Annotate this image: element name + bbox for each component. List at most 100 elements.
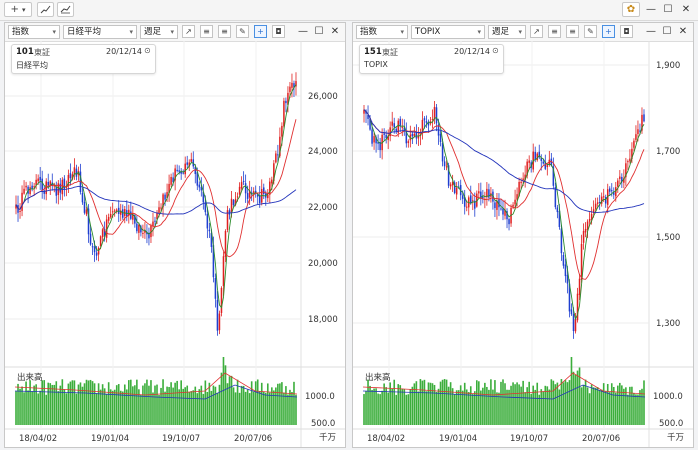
volume-bar <box>144 383 146 425</box>
settings-button[interactable]: ✿ <box>622 2 640 17</box>
candle-body <box>87 208 90 235</box>
volume-bar <box>506 389 508 425</box>
candle-body <box>69 173 72 179</box>
candle-body <box>540 158 543 161</box>
volume-bar <box>562 382 565 425</box>
crosshair-button[interactable]: + <box>602 25 615 38</box>
app-minimize-button[interactable]: — <box>645 3 657 16</box>
volume-bar <box>148 385 150 425</box>
volume-bar <box>234 392 237 425</box>
x-axis-tick-label: 19/10/07 <box>510 434 548 444</box>
expand-button[interactable]: ↗ <box>530 25 543 38</box>
volume-bar <box>637 394 639 425</box>
candle-body <box>385 134 387 139</box>
volume-title: 出来高 <box>17 372 43 383</box>
volume-bar <box>421 380 424 425</box>
price-chart[interactable]: 26,000 24,000 22,000 20,000 18,000 出来高 1000.0 5… <box>5 41 345 447</box>
type-select[interactable]: 指数 ▾ <box>8 25 60 39</box>
volume-bar <box>166 386 168 425</box>
app-close-button[interactable]: ✕ <box>680 3 692 16</box>
date-label: 20/12/14 <box>106 47 142 56</box>
volume-bar <box>53 384 56 425</box>
window-minimize-button[interactable]: — <box>645 25 657 38</box>
volume-bar <box>365 390 367 425</box>
candle-body <box>109 213 112 218</box>
app-maximize-button[interactable]: ☐ <box>662 3 674 16</box>
candle-body <box>590 214 593 221</box>
chevron-down-icon: ▾ <box>400 28 404 36</box>
candle-body <box>148 232 150 239</box>
chart-compare-button[interactable] <box>57 2 74 17</box>
candle-body <box>200 187 203 191</box>
price-chart[interactable]: 1,900 1,700 1,500 1,300 出来高 1000.0 500.0 千万 18/0… <box>353 41 693 447</box>
candle-body <box>623 178 625 183</box>
candle-body <box>518 181 520 197</box>
collapse-chevron-icon[interactable]: ⊙ <box>144 46 151 55</box>
candle-body <box>279 136 281 156</box>
window-close-button[interactable]: ✕ <box>677 25 689 38</box>
volume-bar <box>222 357 225 425</box>
candle-body <box>51 182 54 186</box>
sort-asc-button[interactable]: ≡ <box>200 25 213 38</box>
candle-body <box>447 165 450 186</box>
volume-bar <box>244 391 247 425</box>
candle-body <box>635 134 637 140</box>
candle-body <box>275 153 277 163</box>
volume-bar <box>415 381 418 425</box>
window-close-button[interactable]: ✕ <box>329 25 341 38</box>
window-maximize-button[interactable]: ☐ <box>661 25 673 38</box>
volume-bar <box>383 383 385 425</box>
crosshair-button[interactable]: + <box>254 25 267 38</box>
sort-desc-button[interactable]: ≡ <box>218 25 231 38</box>
candle-body <box>629 158 631 162</box>
expand-button[interactable]: ↗ <box>182 25 195 38</box>
candle-body <box>49 181 52 187</box>
volume-bar <box>230 375 233 425</box>
period-select[interactable]: 週足 ▾ <box>140 25 178 39</box>
volume-bar <box>93 383 96 425</box>
volume-bar <box>45 394 48 425</box>
index-select[interactable]: 日経平均 ▾ <box>63 25 137 39</box>
align-left-icon: ≡ <box>203 27 210 36</box>
candle-body <box>174 168 176 181</box>
window-maximize-button[interactable]: ☐ <box>313 25 325 38</box>
volume-unit-label: 千万 <box>667 432 684 443</box>
screenshot-button[interactable]: ◘ <box>272 25 285 38</box>
sort-desc-button[interactable]: ≡ <box>566 25 579 38</box>
period-select[interactable]: 週足 ▾ <box>488 25 526 39</box>
volume-bar <box>75 393 78 425</box>
candle-body <box>586 221 589 231</box>
moving-average-mid <box>363 109 645 280</box>
candle-body <box>512 204 514 207</box>
sort-asc-button[interactable]: ≡ <box>548 25 561 38</box>
maximize-icon: ☐ <box>663 4 673 15</box>
candle-body <box>439 133 442 143</box>
candle-body <box>214 278 217 299</box>
candle-body <box>59 183 62 193</box>
screenshot-button[interactable]: ◘ <box>620 25 633 38</box>
volume-average-mid <box>14 372 298 396</box>
volume-bar <box>291 392 293 425</box>
volume-bar <box>210 390 213 425</box>
window-minimize-button[interactable]: — <box>297 25 309 38</box>
add-chart-button[interactable]: + ▾ <box>4 2 32 17</box>
symbol-info-box: 101 東証 20/12/14 ⊙ 日経平均 <box>11 44 156 74</box>
volume-bar <box>73 380 76 425</box>
candle-body <box>232 200 235 206</box>
volume-bar <box>77 384 80 425</box>
draw-button[interactable]: ✎ <box>584 25 597 38</box>
volume-bar <box>471 394 474 425</box>
candle-body <box>389 127 391 137</box>
chart-style-button[interactable] <box>37 2 54 17</box>
candle-body <box>35 179 37 186</box>
maximize-icon: ☐ <box>662 26 672 37</box>
draw-button[interactable]: ✎ <box>236 25 249 38</box>
candle-body <box>166 192 168 198</box>
volume-bar <box>33 385 35 425</box>
candle-body <box>19 210 21 212</box>
type-select[interactable]: 指数 ▾ <box>356 25 408 39</box>
volume-bar <box>564 380 567 425</box>
index-select[interactable]: TOPIX ▾ <box>411 25 485 39</box>
type-select-value: 指数 <box>12 27 30 37</box>
collapse-chevron-icon[interactable]: ⊙ <box>492 46 499 55</box>
